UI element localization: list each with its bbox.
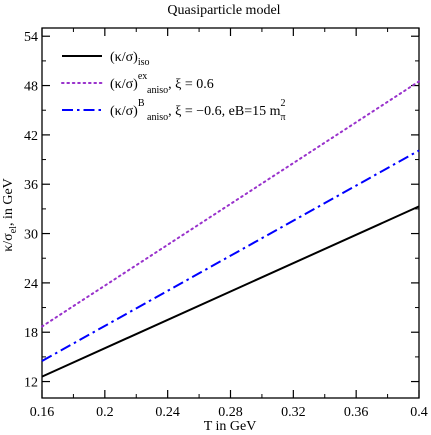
legend-label-2: (κ/σ)Baniso, ξ = −0.6, eB=15 mπ 2 — [110, 98, 286, 123]
legend-label-sub: aniso — [147, 85, 168, 96]
legend-label-sub: aniso — [147, 112, 168, 123]
y-tick-label: 36 — [24, 178, 38, 193]
plot-border — [41, 27, 420, 399]
x-tick-label: 0.2 — [96, 405, 114, 420]
series-lines — [41, 80, 420, 378]
x-tick-label: 0.32 — [281, 405, 306, 420]
y-axis-title: κ/σel, in GeV — [1, 178, 19, 252]
x-axis-title: T in GeV — [204, 419, 257, 434]
y-tick-label: 48 — [24, 80, 38, 95]
legend-label-tail-sub: π — [280, 112, 285, 123]
legend-label-main: (κ/σ) — [110, 104, 138, 119]
legend-label-tail: , ξ = 0.6 — [168, 77, 214, 92]
legend-label-main: (κ/σ) — [110, 77, 138, 92]
legend-label-0: (κ/σ)iso — [110, 50, 150, 68]
plot-frame — [41, 27, 420, 399]
y-axis: 12 18 24 30 36 42 48 54 — [24, 30, 419, 391]
x-tick-label: 0.4 — [410, 405, 428, 420]
legend-label-sup: ex — [138, 71, 147, 82]
x-tick-label: 0.36 — [344, 405, 369, 420]
x-tick-label: 0.24 — [155, 405, 180, 420]
y-tick-label: 24 — [24, 277, 38, 292]
y-tick-label: 54 — [24, 30, 38, 45]
series-line-0 — [41, 205, 420, 378]
y-tick-label: 30 — [24, 228, 38, 243]
legend-label-tail: , ξ = −0.6, eB=15 m — [168, 104, 280, 119]
x-tick-label: 0.28 — [218, 405, 243, 420]
y-axis-title-sub: el — [8, 226, 19, 233]
chart-title: Quasiparticle model — [167, 3, 280, 18]
x-axis: 0.16 0.2 0.24 0.28 0.32 0.36 0.4 — [30, 28, 428, 420]
legend-label-sub: iso — [138, 57, 150, 68]
y-axis-title-rest: , in GeV — [1, 178, 16, 226]
y-tick-label: 42 — [24, 129, 38, 144]
x-tick-label: 0.16 — [30, 405, 55, 420]
y-tick-label: 18 — [24, 326, 38, 341]
legend-label-1: (κ/σ)exaniso, ξ = 0.6 — [110, 71, 214, 96]
legend-label-sup: B — [138, 98, 145, 109]
y-tick-label: 12 — [24, 376, 38, 391]
series-line-1 — [41, 80, 420, 328]
legend-label-main: (κ/σ) — [110, 50, 138, 65]
legend-label-tail-sup: 2 — [281, 98, 286, 109]
series-line-2 — [41, 149, 420, 362]
legend: (κ/σ)iso(κ/σ)exaniso, ξ = 0.6(κ/σ)Baniso… — [61, 50, 286, 123]
y-axis-title-base: κ/σ — [1, 233, 16, 252]
